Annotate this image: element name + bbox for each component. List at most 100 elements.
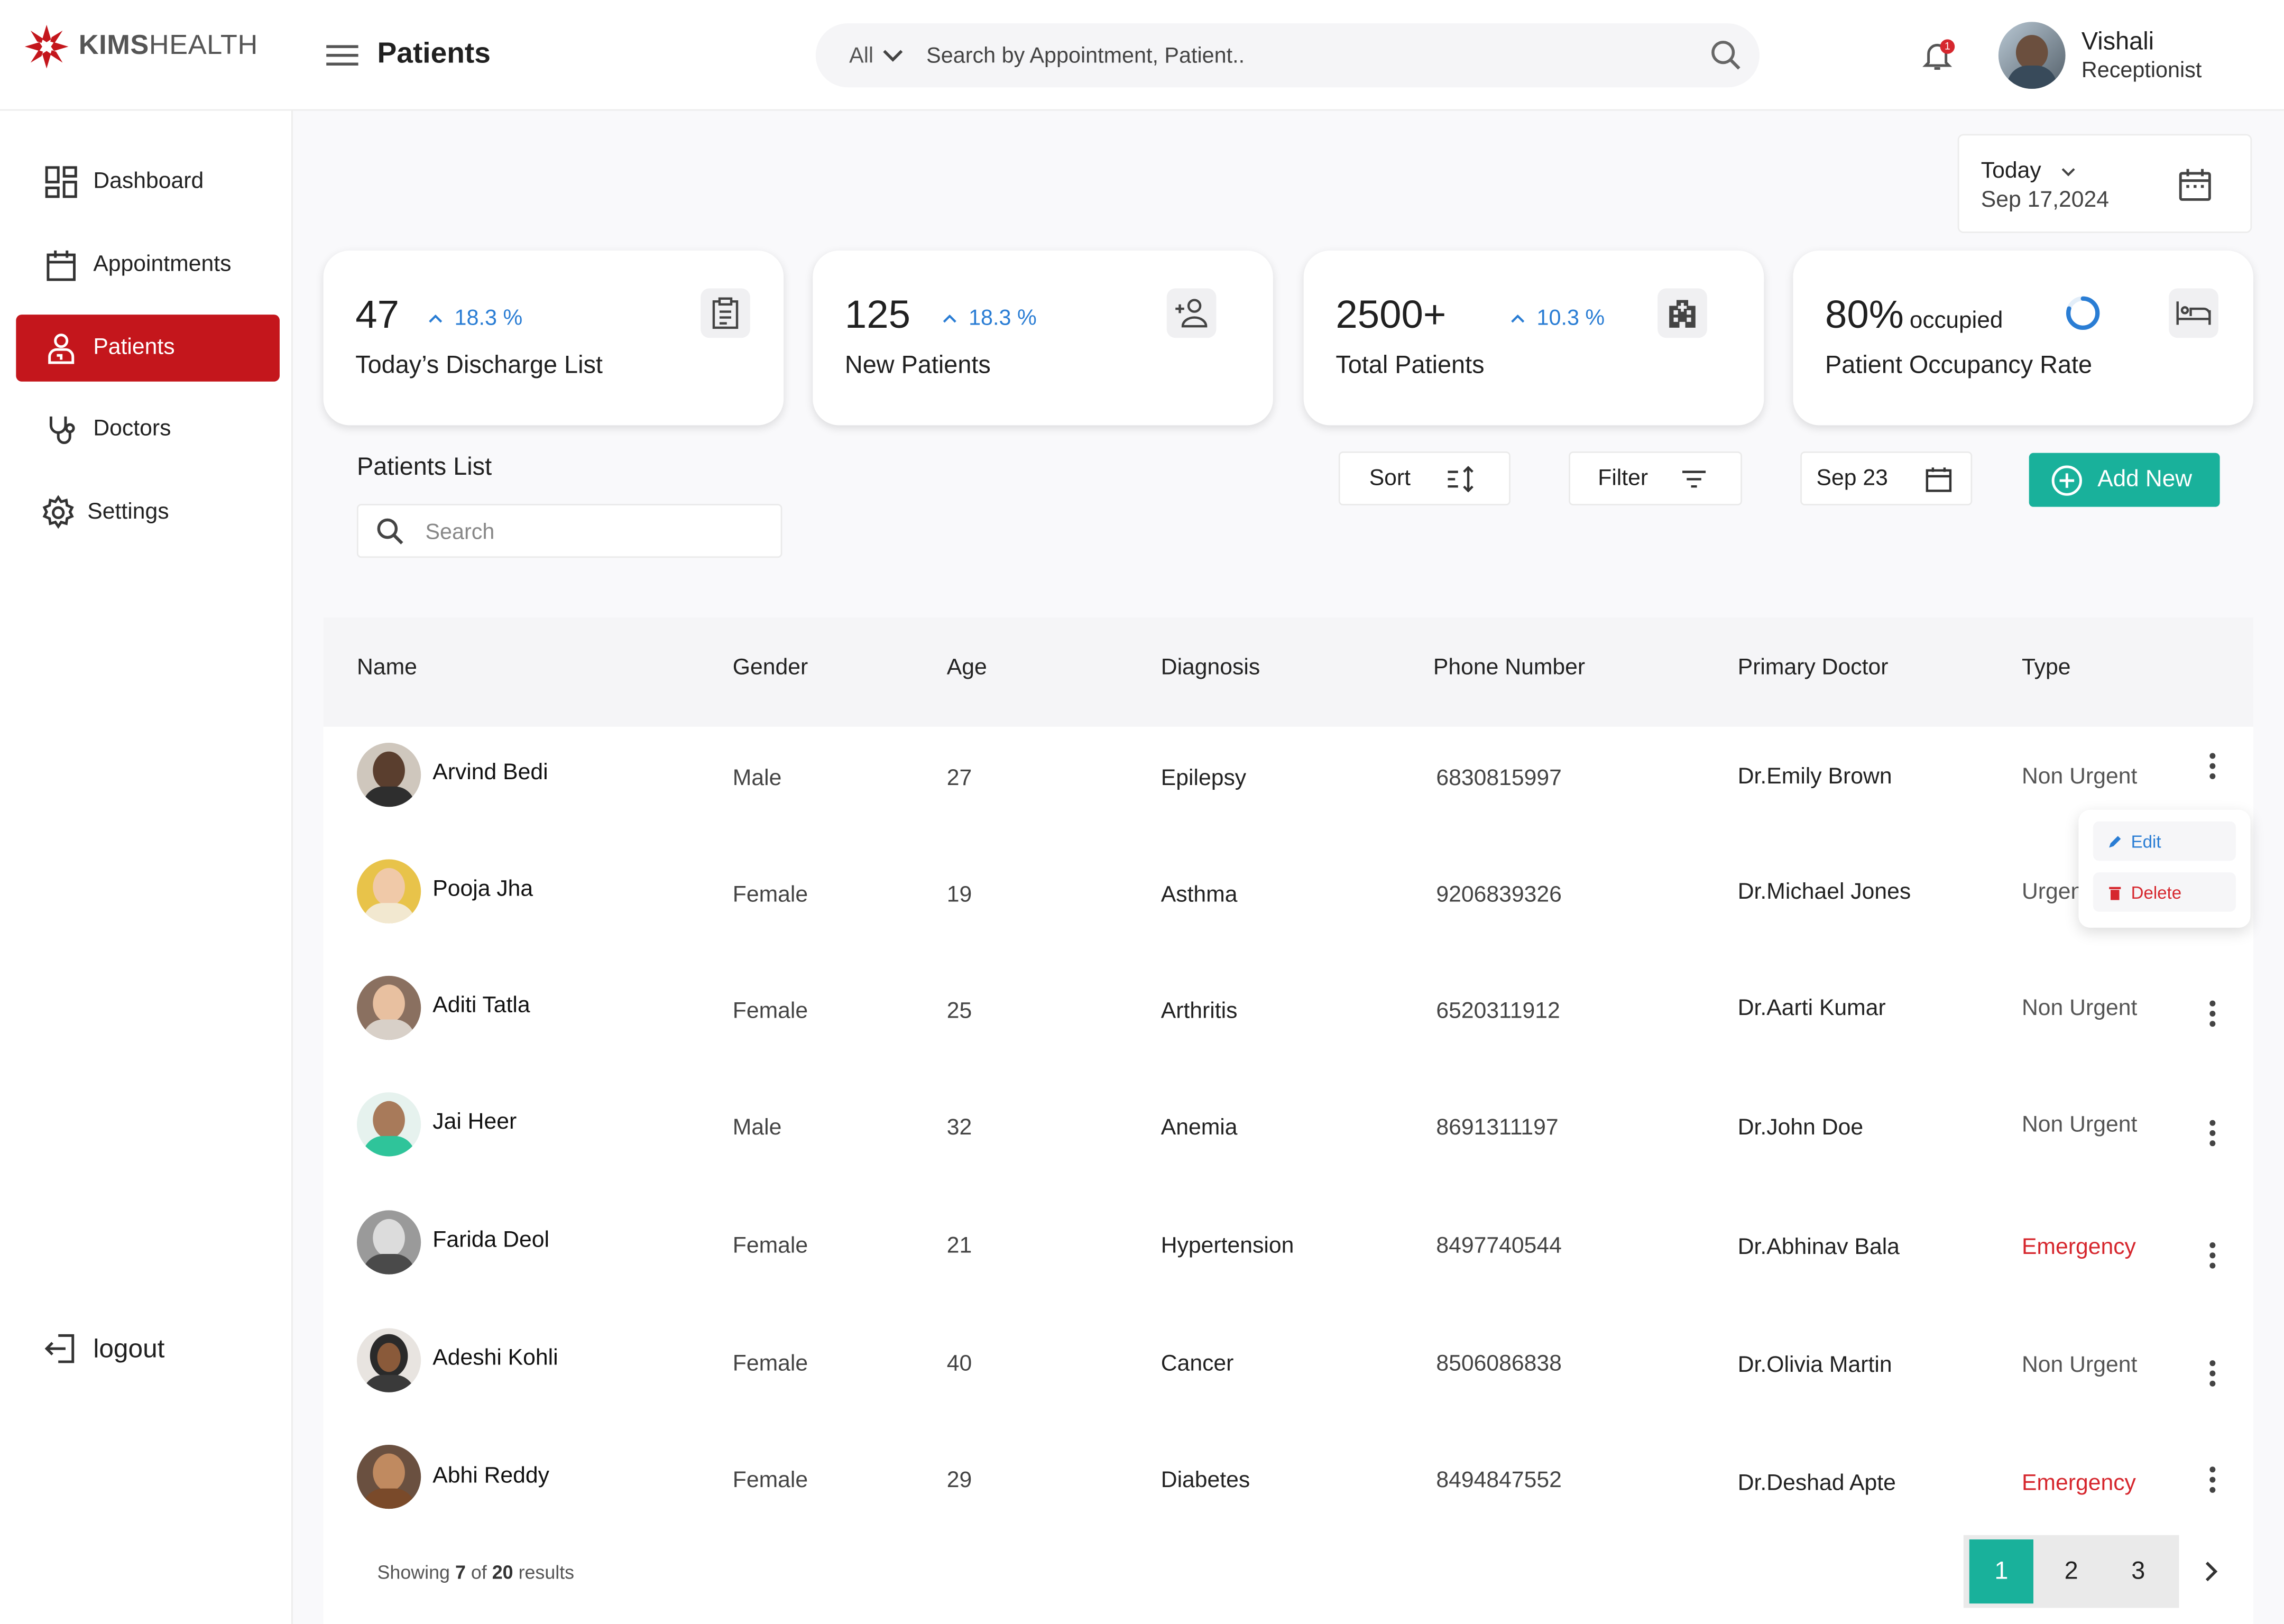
trend-up-icon	[943, 313, 956, 322]
table-row[interactable]: Pooja Jha Female 19 Asthma 9206839326 Dr…	[324, 859, 2253, 975]
add-new-button[interactable]: Add New	[2029, 453, 2220, 507]
kims-logo[interactable]: KIMSHEALTH	[23, 23, 258, 70]
patient-age: 27	[946, 766, 972, 791]
patient-name[interactable]: Abhi Reddy	[432, 1463, 550, 1489]
filter-label: Filter	[1598, 465, 1648, 491]
patients-search-input[interactable]	[425, 517, 761, 547]
stat-change: 10.3 %	[1511, 306, 1605, 330]
stat-card-occupancy[interactable]: 80% occupied Patient Occupancy Rate	[1793, 250, 2253, 426]
row-actions-menu-icon[interactable]	[2204, 1115, 2221, 1150]
patient-type: Non Urgent	[2021, 1353, 2138, 1378]
patient-name[interactable]: Arvind Bedi	[432, 760, 548, 785]
column-header-phone[interactable]: Phone Number	[1433, 655, 1586, 680]
table-row[interactable]: Farida Deol Female 21 Hypertension 84977…	[324, 1210, 2253, 1326]
stat-card-total-patients[interactable]: 2500+ 10.3 % Total Patients	[1303, 250, 1764, 426]
column-header-doctor[interactable]: Primary Doctor	[1737, 655, 1889, 680]
calendar-icon[interactable]	[2178, 168, 2213, 202]
date-range-dropdown[interactable]: Today	[1981, 159, 2076, 185]
search-scope-label: All	[849, 43, 874, 69]
patient-icon	[44, 330, 79, 365]
page-button[interactable]: 3	[2131, 1557, 2145, 1585]
pencil-icon	[2109, 835, 2121, 847]
sidebar-item-doctors[interactable]: Doctors	[16, 396, 280, 463]
date-range-label: Today	[1981, 159, 2041, 184]
patient-age: 21	[946, 1233, 972, 1259]
patient-name[interactable]: Pooja Jha	[432, 876, 533, 902]
patient-avatar	[356, 975, 421, 1040]
notification-button[interactable]: 1	[1920, 38, 1955, 80]
sidebar-item-appointments[interactable]: Appointments	[16, 232, 280, 299]
stat-card-discharge[interactable]: 47 18.3 % Today’s Discharge List	[323, 250, 784, 426]
global-search-input[interactable]	[926, 38, 1684, 73]
dashboard-icon	[44, 164, 79, 199]
search-icon	[377, 518, 403, 545]
row-actions-menu-icon[interactable]	[2204, 996, 2221, 1031]
edit-label: Edit	[2131, 831, 2161, 852]
sidebar-item-patients[interactable]: Patients	[16, 315, 280, 382]
sort-label: Sort	[1369, 465, 1411, 491]
trend-up-icon	[429, 313, 443, 322]
patient-avatar	[356, 1092, 421, 1157]
sidebar-item-settings[interactable]: Settings	[16, 479, 280, 546]
column-header-age[interactable]: Age	[946, 655, 987, 680]
row-actions-menu-icon[interactable]	[2204, 1238, 2221, 1273]
column-header-type[interactable]: Type	[2021, 655, 2071, 680]
sidebar-item-label: Doctors	[93, 416, 171, 441]
results-of: of	[471, 1561, 487, 1583]
patient-name[interactable]: Aditi Tatla	[432, 993, 530, 1018]
column-header-name[interactable]: Name	[356, 655, 417, 680]
patient-gender: Female	[732, 999, 808, 1024]
pagination: 1 2 3	[1963, 1535, 2179, 1608]
clipboard-icon	[701, 288, 750, 338]
column-header-gender[interactable]: Gender	[732, 655, 808, 680]
search-scope-dropdown[interactable]: All	[849, 43, 902, 69]
patient-age: 40	[946, 1351, 972, 1377]
hamburger-menu-icon[interactable]	[326, 44, 358, 67]
search-icon[interactable]	[1710, 39, 1742, 71]
table-row[interactable]: Abhi Reddy Female 29 Diabetes 8494847552…	[324, 1444, 2253, 1561]
logout-button[interactable]: logout	[44, 1331, 165, 1366]
patient-name[interactable]: Farida Deol	[432, 1228, 549, 1253]
add-user-icon	[1166, 288, 1217, 338]
user-avatar[interactable]	[1998, 22, 2066, 89]
stat-card-new-patients[interactable]: 125 18.3 % New Patients	[813, 250, 1273, 426]
patient-diagnosis: Asthma	[1161, 882, 1238, 908]
page-button[interactable]: 1	[1969, 1539, 2033, 1604]
user-role: Receptionist	[2081, 58, 2202, 84]
sort-button[interactable]: Sort	[1338, 451, 1511, 505]
table-row[interactable]: Adeshi Kohli Female 40 Cancer 8506086838…	[324, 1328, 2253, 1445]
row-actions-menu-icon[interactable]	[2204, 749, 2221, 783]
filter-button[interactable]: Filter	[1569, 451, 1742, 505]
patient-name[interactable]: Jai Heer	[432, 1110, 517, 1135]
patients-search-box	[356, 504, 782, 558]
patient-name[interactable]: Adeshi Kohli	[432, 1345, 558, 1371]
patient-doctor: Dr.Emily Brown	[1737, 764, 1892, 790]
stat-label: Patient Occupancy Rate	[1825, 350, 2093, 379]
page-button[interactable]: 2	[2064, 1557, 2078, 1585]
patient-doctor: Dr.Deshad Apte	[1737, 1471, 1896, 1496]
sort-icon	[1448, 465, 1475, 492]
stethoscope-icon	[44, 412, 79, 447]
results-summary: Showing 7 of 20 results	[377, 1561, 575, 1583]
edit-menu-item[interactable]: Edit	[2093, 821, 2236, 861]
row-actions-menu-icon[interactable]	[2204, 1356, 2221, 1391]
patient-doctor: Dr.Aarti Kumar	[1737, 996, 1886, 1021]
sidebar-item-label: Dashboard	[93, 169, 204, 194]
user-name: Vishali	[2081, 27, 2154, 56]
column-header-diagnosis[interactable]: Diagnosis	[1161, 655, 1260, 680]
patient-gender: Female	[732, 1468, 808, 1493]
table-row[interactable]: Jai Heer Male 32 Anemia 8691311197 Dr.Jo…	[324, 1092, 2253, 1208]
row-actions-menu-icon[interactable]	[2204, 1462, 2221, 1497]
patient-gender: Female	[732, 1233, 808, 1259]
occupancy-suffix: occupied	[1909, 309, 2003, 334]
table-row[interactable]: Aditi Tatla Female 25 Arthritis 65203119…	[324, 975, 2253, 1092]
occupancy-ring	[2066, 296, 2100, 330]
chevron-right-icon[interactable]	[2203, 1558, 2220, 1585]
patient-phone: 8506086838	[1436, 1351, 1562, 1377]
delete-menu-item[interactable]: Delete	[2093, 872, 2236, 912]
date-filter-button[interactable]: Sep 23	[1800, 451, 1973, 505]
sidebar-item-dashboard[interactable]: Dashboard	[16, 149, 280, 216]
date-range-picker[interactable]: Today Sep 17,2024	[1957, 134, 2252, 233]
patient-gender: Male	[732, 1115, 782, 1141]
table-row[interactable]: Arvind Bedi Male 27 Epilepsy 6830815997 …	[324, 743, 2253, 859]
